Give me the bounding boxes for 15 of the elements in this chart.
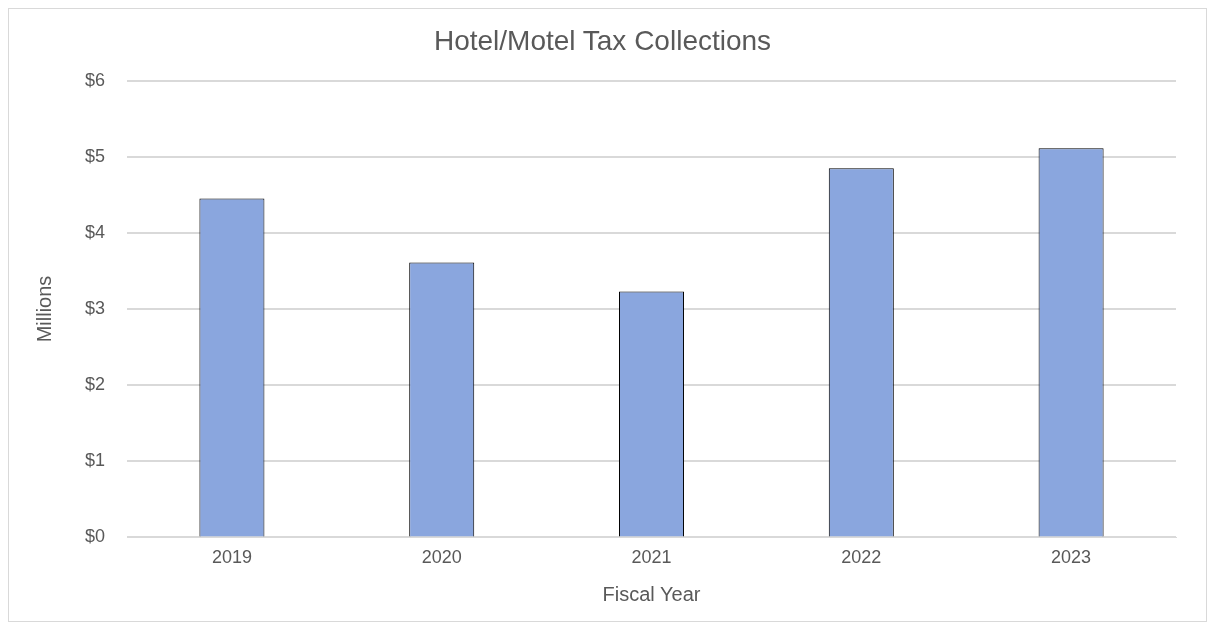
chart-title: Hotel/Motel Tax Collections	[433, 24, 772, 56]
x-tick-label: 2022	[841, 547, 882, 568]
x-tick-label: 2020	[421, 547, 462, 568]
x-tick-label: 2021	[631, 547, 672, 568]
y-tick-label: $1	[84, 450, 106, 471]
x-tick-label: 2023	[1051, 547, 1092, 568]
y-tick-label: $6	[84, 69, 106, 90]
y-tick-label: $5	[84, 145, 106, 166]
y-axis-title: Millions	[32, 275, 55, 343]
y-tick-label: $2	[84, 374, 106, 395]
y-tick-label: $3	[84, 297, 106, 318]
x-axis-title: Fiscal Year	[602, 582, 701, 605]
x-tick-label: 2019	[211, 547, 252, 568]
y-tick-label: $0	[84, 526, 106, 547]
y-tick-label: $4	[84, 221, 106, 242]
